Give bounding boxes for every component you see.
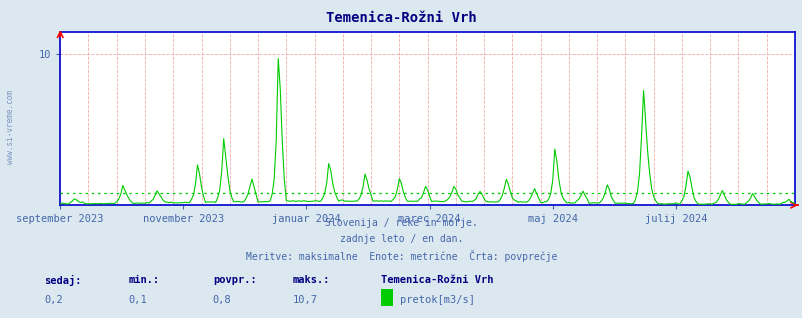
- Text: Meritve: maksimalne  Enote: metrične  Črta: povprečje: Meritve: maksimalne Enote: metrične Črta…: [245, 250, 557, 262]
- Text: www.si-vreme.com: www.si-vreme.com: [6, 90, 15, 164]
- Text: pretok[m3/s]: pretok[m3/s]: [399, 295, 474, 305]
- Text: Slovenija / reke in morje.: Slovenija / reke in morje.: [325, 218, 477, 228]
- Text: min.:: min.:: [128, 275, 160, 285]
- Text: sedaj:: sedaj:: [44, 275, 82, 286]
- Text: povpr.:: povpr.:: [213, 275, 256, 285]
- Text: Temenica-Rožni Vrh: Temenica-Rožni Vrh: [381, 275, 493, 285]
- Text: maks.:: maks.:: [293, 275, 330, 285]
- Text: 0,1: 0,1: [128, 295, 147, 305]
- Text: 10,7: 10,7: [293, 295, 318, 305]
- Text: 0,8: 0,8: [213, 295, 231, 305]
- Text: zadnje leto / en dan.: zadnje leto / en dan.: [339, 234, 463, 244]
- Text: 0,2: 0,2: [44, 295, 63, 305]
- Text: Temenica-Rožni Vrh: Temenica-Rožni Vrh: [326, 11, 476, 25]
